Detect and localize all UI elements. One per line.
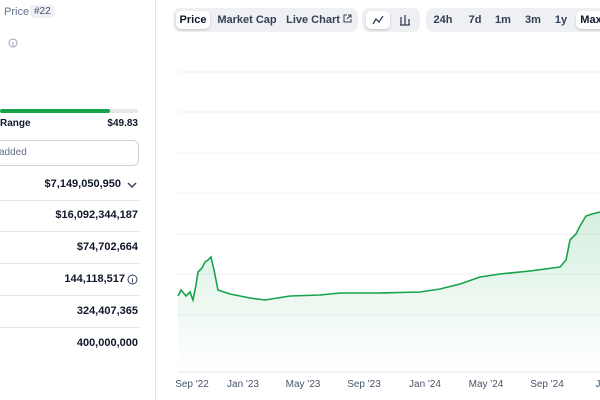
stat-value: $74,702,664 — [76, 241, 138, 253]
info-icon[interactable] — [127, 274, 138, 285]
x-tick-label: May '23 — [286, 379, 321, 390]
row-separator — [0, 263, 140, 264]
period-tabs — [426, 8, 600, 32]
input-box[interactable]: added — [0, 140, 139, 166]
period-tab[interactable]: 3m — [525, 14, 541, 26]
period-tab[interactable]: 24h — [433, 14, 453, 26]
range-high: $49.83 — [107, 118, 138, 129]
x-tick-label: Jan '24 — [409, 379, 441, 390]
row-separator — [0, 231, 140, 232]
x-tick-label: Sep '22 — [175, 379, 209, 390]
period-tab[interactable]: 1m — [495, 14, 511, 26]
x-tick-label: Sep '24 — [530, 379, 564, 390]
rank-badge: #22 — [30, 5, 55, 18]
stat-value: $7,149,050,950 — [44, 178, 121, 190]
view-tab[interactable]: Market Cap — [217, 14, 277, 26]
stat-value: 144,118,517 — [64, 273, 125, 285]
price-line — [177, 211, 600, 303]
candle-chart-button[interactable] — [393, 11, 417, 29]
x-tick-label: Sep '23 — [347, 379, 381, 390]
stat-value: 400,000,000 — [76, 337, 138, 349]
stat-value: 324,407,365 — [76, 305, 138, 317]
row-separator — [0, 200, 140, 201]
period-tab[interactable]: Max — [576, 11, 600, 29]
line-chart-button[interactable] — [366, 11, 390, 29]
period-tab[interactable]: 7d — [468, 14, 482, 26]
row-separator — [0, 295, 140, 296]
view-tab[interactable]: Price — [176, 11, 210, 29]
input-placeholder: added — [0, 147, 27, 158]
chevron[interactable] — [127, 180, 137, 190]
range-track — [0, 109, 138, 113]
price-area — [178, 212, 600, 370]
range-fill — [0, 109, 110, 113]
stat-value: $16,092,344,187 — [55, 209, 138, 221]
x-tick-label: Jan '23 — [227, 379, 259, 390]
external-icon — [343, 14, 352, 23]
period-tab[interactable]: 1y — [554, 14, 568, 26]
x-tick-label: J — [596, 379, 600, 390]
row-separator — [0, 327, 140, 328]
x-tick-label: May '24 — [469, 379, 504, 390]
view-tab[interactable]: Live Chart — [284, 11, 354, 29]
info-icon[interactable] — [8, 38, 18, 48]
divider — [155, 0, 156, 400]
range-label: Range — [0, 118, 31, 129]
price-label: Price — [4, 6, 30, 18]
